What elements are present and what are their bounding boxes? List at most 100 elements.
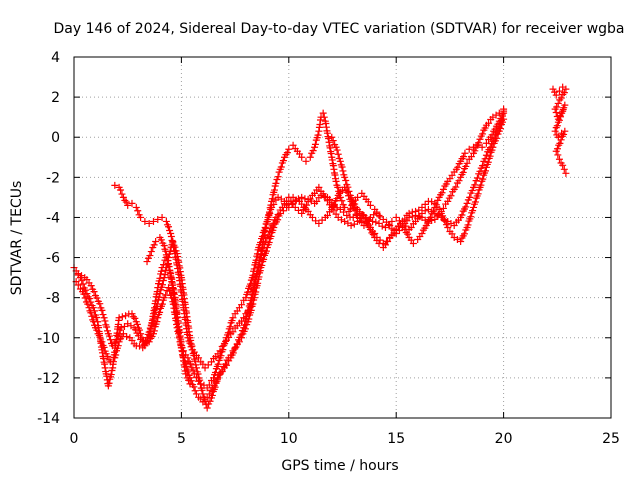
data-point xyxy=(103,323,111,331)
data-point xyxy=(139,338,147,346)
data-point xyxy=(306,153,314,161)
data-point xyxy=(466,193,474,201)
data-point xyxy=(418,229,426,237)
data-point xyxy=(461,230,469,238)
data-point xyxy=(163,253,171,261)
data-point xyxy=(428,198,436,206)
data-point xyxy=(134,332,142,340)
data-point xyxy=(152,238,160,246)
data-point xyxy=(214,360,222,368)
data-point xyxy=(348,194,356,202)
data-point xyxy=(279,207,287,215)
data-point xyxy=(225,333,233,341)
data-point xyxy=(559,161,567,169)
data-point xyxy=(319,190,327,198)
data-point xyxy=(551,88,559,96)
series-track-g xyxy=(549,83,570,177)
data-point xyxy=(160,274,168,282)
data-point xyxy=(554,99,562,107)
data-point xyxy=(158,264,166,272)
data-point xyxy=(93,314,101,322)
data-point xyxy=(104,352,112,360)
data-point xyxy=(186,380,194,388)
data-point xyxy=(459,168,467,176)
data-point xyxy=(562,169,570,177)
data-point xyxy=(93,294,101,302)
data-point xyxy=(298,193,306,201)
data-point xyxy=(438,189,446,197)
data-point xyxy=(399,222,407,230)
data-point xyxy=(455,177,463,185)
data-point xyxy=(402,229,410,237)
data-point xyxy=(351,200,359,208)
data-point xyxy=(452,183,460,191)
data-point xyxy=(112,351,120,359)
data-point xyxy=(500,107,508,115)
data-point xyxy=(332,177,340,185)
data-point xyxy=(337,216,345,224)
data-point xyxy=(107,336,115,344)
data-point xyxy=(170,243,178,251)
data-point xyxy=(309,147,317,155)
data-point xyxy=(346,205,354,213)
data-point xyxy=(270,186,278,194)
x-tick-label: 20 xyxy=(495,431,513,447)
data-point xyxy=(131,314,139,322)
data-point xyxy=(157,236,165,244)
data-point xyxy=(477,181,485,189)
data-point xyxy=(336,193,344,201)
data-point xyxy=(555,141,563,149)
data-point xyxy=(206,397,214,405)
data-point xyxy=(167,229,175,237)
data-point xyxy=(469,207,477,215)
data-point xyxy=(460,153,468,161)
data-point xyxy=(133,320,141,328)
data-point xyxy=(194,370,202,378)
data-point xyxy=(95,331,103,339)
data-point xyxy=(439,185,447,193)
data-point xyxy=(554,151,562,159)
data-point xyxy=(463,159,471,167)
data-point xyxy=(157,267,165,275)
data-point xyxy=(145,219,153,227)
data-point xyxy=(552,124,560,132)
data-point xyxy=(555,155,563,163)
data-point xyxy=(204,361,212,369)
data-point xyxy=(412,211,420,219)
data-point xyxy=(249,271,257,279)
data-point xyxy=(198,386,206,394)
data-point xyxy=(218,366,226,374)
data-point xyxy=(203,404,211,412)
data-point xyxy=(132,203,140,211)
data-point xyxy=(395,226,403,234)
data-point xyxy=(186,360,194,368)
data-point xyxy=(217,369,225,377)
data-point xyxy=(552,147,560,155)
data-point xyxy=(90,318,98,326)
data-point xyxy=(185,376,193,384)
data-point xyxy=(153,318,161,326)
data-point xyxy=(235,338,243,346)
data-point xyxy=(98,306,106,314)
data-point xyxy=(434,196,442,204)
data-point xyxy=(96,300,104,308)
data-point xyxy=(343,188,351,196)
data-point xyxy=(158,281,166,289)
data-point xyxy=(81,294,89,302)
data-point xyxy=(427,213,435,221)
data-point xyxy=(143,258,151,266)
data-point xyxy=(486,152,494,160)
y-tick-label: -10 xyxy=(37,331,60,347)
data-point xyxy=(314,131,322,139)
data-point xyxy=(285,145,293,153)
data-point xyxy=(401,225,409,233)
data-point xyxy=(245,315,253,323)
x-axis-label: GPS time / hours xyxy=(281,458,398,474)
data-point xyxy=(141,217,149,225)
data-point xyxy=(415,212,423,220)
data-point xyxy=(421,200,429,208)
data-point xyxy=(88,312,96,320)
data-point xyxy=(366,225,374,233)
data-point xyxy=(471,198,479,206)
data-point xyxy=(557,113,565,121)
